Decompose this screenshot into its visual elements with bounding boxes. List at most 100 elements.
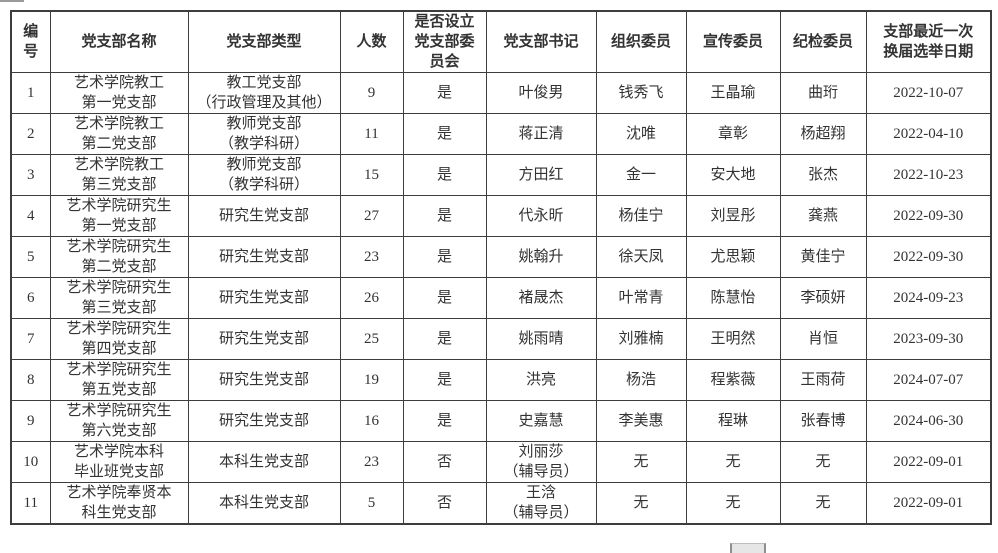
cell-publicity-member: 王晶瑜 xyxy=(685,72,781,114)
cell-organization-member: 叶常青 xyxy=(595,277,687,319)
cell-election-date: 2023-09-30 xyxy=(865,318,992,360)
cell-branch-name: 艺术学院教工 第三党支部 xyxy=(49,154,189,196)
party-branch-table: 编 号 党支部名称 党支部类型 人数 是否设立 党支部委 员会 党支部书记 组织… xyxy=(10,10,992,525)
cell-branch-type: 本科生党支部 xyxy=(187,441,341,483)
cell-branch-type: 教工党支部 （行政管理及其他） xyxy=(187,72,341,114)
cropped-top-edge-artifact xyxy=(0,0,24,2)
cell-committee-established: 是 xyxy=(402,318,487,360)
cell-branch-type: 研究生党支部 xyxy=(187,195,341,237)
header-row: 编 号 党支部名称 党支部类型 人数 是否设立 党支部委 员会 党支部书记 组织… xyxy=(10,10,992,73)
table-row: 9 艺术学院研究生 第六党支部 研究生党支部 16 是 史嘉慧 李美惠 程琳 张… xyxy=(10,400,992,442)
cell-branch-type: 研究生党支部 xyxy=(187,277,341,319)
cell-election-date: 2022-09-30 xyxy=(865,195,992,237)
cell-branch-name: 艺术学院本科 毕业班党支部 xyxy=(49,441,189,483)
cell-discipline-member: 王雨荷 xyxy=(779,359,867,401)
table-row: 10 艺术学院本科 毕业班党支部 本科生党支部 23 否 刘丽莎 （辅导员） 无… xyxy=(10,441,992,483)
cell-id: 11 xyxy=(10,482,51,525)
cell-id: 8 xyxy=(10,359,51,401)
cell-secretary: 叶俊男 xyxy=(485,72,597,114)
table-body: 1 艺术学院教工 第一党支部 教工党支部 （行政管理及其他） 9 是 叶俊男 钱… xyxy=(10,72,992,525)
header-organization-member: 组织委员 xyxy=(595,10,687,73)
cell-committee-established: 否 xyxy=(402,482,487,525)
cell-member-count: 19 xyxy=(339,359,404,401)
cell-branch-type: 研究生党支部 xyxy=(187,318,341,360)
cell-branch-name: 艺术学院教工 第二党支部 xyxy=(49,113,189,155)
cell-member-count: 15 xyxy=(339,154,404,196)
cell-publicity-member: 章彰 xyxy=(685,113,781,155)
cell-publicity-member: 无 xyxy=(685,441,781,483)
cell-discipline-member: 李硕妍 xyxy=(779,277,867,319)
table-row: 2 艺术学院教工 第二党支部 教师党支部 （教学科研） 11 是 蒋正清 沈唯 … xyxy=(10,113,992,155)
cell-publicity-member: 无 xyxy=(685,482,781,525)
cell-branch-name: 艺术学院研究生 第一党支部 xyxy=(49,195,189,237)
cell-discipline-member: 龚燕 xyxy=(779,195,867,237)
header-discipline-member: 纪检委员 xyxy=(779,10,867,73)
cell-branch-name: 艺术学院研究生 第六党支部 xyxy=(49,400,189,442)
cell-organization-member: 杨浩 xyxy=(595,359,687,401)
cell-secretary: 蒋正清 xyxy=(485,113,597,155)
cell-discipline-member: 无 xyxy=(779,441,867,483)
cell-member-count: 23 xyxy=(339,236,404,278)
cell-publicity-member: 尤思颖 xyxy=(685,236,781,278)
cell-branch-name: 艺术学院研究生 第三党支部 xyxy=(49,277,189,319)
cell-election-date: 2024-06-30 xyxy=(865,400,992,442)
cell-election-date: 2022-04-10 xyxy=(865,113,992,155)
header-branch-name: 党支部名称 xyxy=(49,10,189,73)
cell-election-date: 2022-09-30 xyxy=(865,236,992,278)
header-id: 编 号 xyxy=(10,10,51,73)
cell-member-count: 11 xyxy=(339,113,404,155)
cell-publicity-member: 陈慧怡 xyxy=(685,277,781,319)
cell-member-count: 25 xyxy=(339,318,404,360)
cell-id: 1 xyxy=(10,72,51,114)
cell-discipline-member: 黄佳宁 xyxy=(779,236,867,278)
cell-secretary: 王浛 （辅导员） xyxy=(485,482,597,525)
cell-publicity-member: 刘昱彤 xyxy=(685,195,781,237)
table-row: 5 艺术学院研究生 第二党支部 研究生党支部 23 是 姚翰升 徐天凤 尤思颖 … xyxy=(10,236,992,278)
table-row: 7 艺术学院研究生 第四党支部 研究生党支部 25 是 姚雨晴 刘雅楠 王明然 … xyxy=(10,318,992,360)
table-row: 4 艺术学院研究生 第一党支部 研究生党支部 27 是 代永昕 杨佳宁 刘昱彤 … xyxy=(10,195,992,237)
cell-secretary: 史嘉慧 xyxy=(485,400,597,442)
cell-committee-established: 是 xyxy=(402,154,487,196)
cell-organization-member: 李美惠 xyxy=(595,400,687,442)
cell-discipline-member: 张春博 xyxy=(779,400,867,442)
cell-committee-established: 是 xyxy=(402,236,487,278)
cropped-bottom-edge-artifact xyxy=(730,543,766,553)
cell-secretary: 褚晟杰 xyxy=(485,277,597,319)
cell-discipline-member: 杨超翔 xyxy=(779,113,867,155)
cell-id: 2 xyxy=(10,113,51,155)
cell-election-date: 2022-09-01 xyxy=(865,441,992,483)
cell-organization-member: 金一 xyxy=(595,154,687,196)
cell-publicity-member: 王明然 xyxy=(685,318,781,360)
cell-committee-established: 否 xyxy=(402,441,487,483)
cell-member-count: 9 xyxy=(339,72,404,114)
cell-committee-established: 是 xyxy=(402,195,487,237)
cell-discipline-member: 张杰 xyxy=(779,154,867,196)
cell-organization-member: 无 xyxy=(595,441,687,483)
header-election-date: 支部最近一次 换届选举日期 xyxy=(865,10,992,73)
cell-committee-established: 是 xyxy=(402,400,487,442)
table-row: 11 艺术学院奉贤本 科生党支部 本科生党支部 5 否 王浛 （辅导员） 无 无… xyxy=(10,482,992,525)
cell-secretary: 姚雨晴 xyxy=(485,318,597,360)
cell-member-count: 16 xyxy=(339,400,404,442)
table-header: 编 号 党支部名称 党支部类型 人数 是否设立 党支部委 员会 党支部书记 组织… xyxy=(10,10,992,73)
cell-branch-type: 研究生党支部 xyxy=(187,359,341,401)
cell-publicity-member: 程紫薇 xyxy=(685,359,781,401)
cell-election-date: 2022-10-23 xyxy=(865,154,992,196)
cell-organization-member: 无 xyxy=(595,482,687,525)
cell-discipline-member: 曲珩 xyxy=(779,72,867,114)
cell-branch-type: 教师党支部 （教学科研） xyxy=(187,113,341,155)
cell-election-date: 2024-07-07 xyxy=(865,359,992,401)
cell-publicity-member: 程琳 xyxy=(685,400,781,442)
cell-secretary: 方田红 xyxy=(485,154,597,196)
table-row: 1 艺术学院教工 第一党支部 教工党支部 （行政管理及其他） 9 是 叶俊男 钱… xyxy=(10,72,992,114)
cell-committee-established: 是 xyxy=(402,277,487,319)
cell-secretary: 姚翰升 xyxy=(485,236,597,278)
cell-id: 3 xyxy=(10,154,51,196)
cell-id: 4 xyxy=(10,195,51,237)
cell-committee-established: 是 xyxy=(402,359,487,401)
cell-id: 7 xyxy=(10,318,51,360)
cell-member-count: 5 xyxy=(339,482,404,525)
cell-publicity-member: 安大地 xyxy=(685,154,781,196)
cell-organization-member: 杨佳宁 xyxy=(595,195,687,237)
cell-member-count: 27 xyxy=(339,195,404,237)
